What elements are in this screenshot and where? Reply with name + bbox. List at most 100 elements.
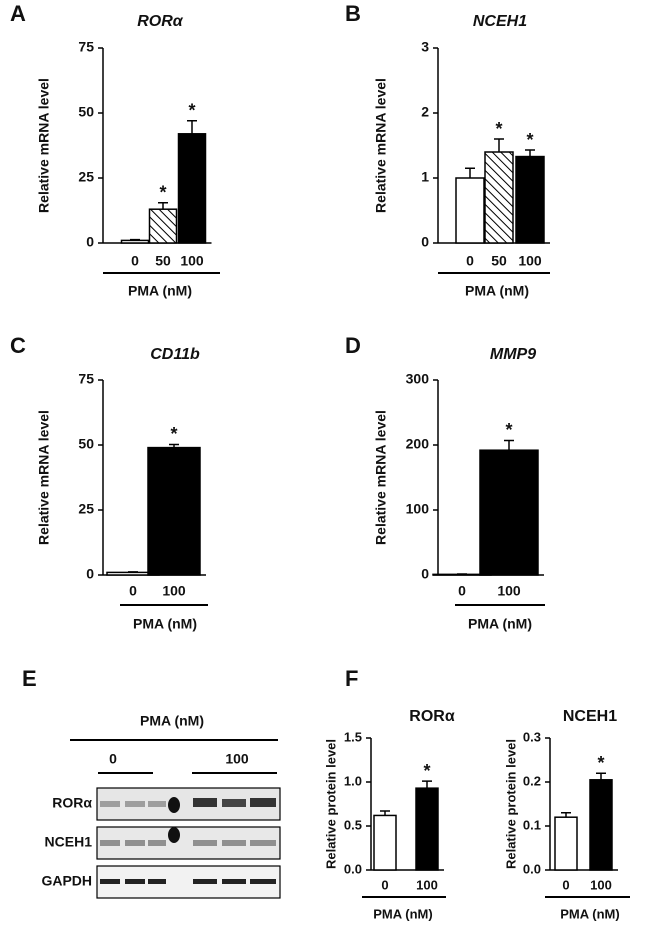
chart-title: RORα [137,13,184,30]
y-tick-label: 0 [86,234,94,250]
y-tick-label: 0.2 [523,773,541,788]
significance-mark: * [505,420,512,440]
panel-letter: A [10,1,26,26]
y-tick-label: 1 [421,169,429,185]
y-tick-label: 0 [421,234,429,250]
error-bar [504,439,514,451]
x-axis-label: PMA (nM) [133,616,197,632]
y-tick-label: 200 [406,436,430,452]
chart-title: NCEH1 [563,708,617,725]
y-tick-label: 50 [78,104,94,120]
chart-title: RORα [409,708,455,725]
chart-title: CD11b [150,346,200,363]
error-bar [128,571,138,573]
y-tick-label: 2 [421,104,429,120]
x-tick-label: 0 [381,877,388,892]
x-axis-label: PMA (nM) [465,283,529,299]
blot-row-label: RORα [52,795,92,811]
y-axis-label: Relative mRNA level [373,410,389,545]
y-tick-label: 0.1 [523,817,541,832]
treatment-label: PMA (nM) [140,713,204,729]
y-axis-label: Relative mRNA level [36,78,52,213]
x-tick-label: 100 [162,583,186,599]
x-tick-label: 50 [155,253,171,269]
bar [455,177,485,244]
error-bar [130,238,140,241]
y-tick-label: 75 [78,39,94,55]
y-tick-label: 0 [421,566,429,582]
panel-letter: D [345,333,361,358]
chart-title: MMP9 [490,346,536,363]
y-axis-label: Relative protein level [323,739,338,869]
error-bar [494,138,504,152]
error-bar [187,120,197,134]
error-bar [596,772,606,780]
blot-images [96,787,281,899]
blot-bands [100,797,276,884]
error-bar [525,149,535,157]
x-axis-label: PMA (nM) [468,616,532,632]
x-tick-label: 100 [518,253,542,269]
significance-mark: * [423,761,430,781]
dose-label: 0 [109,751,117,767]
y-tick-label: 50 [78,436,94,452]
y-tick-label: 0.0 [344,861,362,876]
y-tick-label: 1.5 [344,729,362,744]
x-tick-label: 100 [590,877,612,892]
bar [554,816,578,871]
error-bar [422,780,432,789]
blot-row-label: GAPDH [41,873,92,889]
x-tick-label: 0 [129,583,137,599]
y-tick-label: 25 [78,169,94,185]
y-tick-label: 0.3 [523,729,541,744]
error-bar [561,812,571,818]
x-tick-label: 0 [458,583,466,599]
x-tick-label: 0 [131,253,139,269]
blot-row-label: NCEH1 [45,834,93,850]
error-bar [169,443,179,448]
x-tick-label: 50 [491,253,507,269]
bar [148,208,178,244]
significance-mark: * [188,101,195,121]
x-tick-label: 100 [180,253,204,269]
significance-mark: * [597,753,604,773]
bar [415,787,439,871]
y-tick-label: 0.0 [523,861,541,876]
panel-letter: F [345,666,358,691]
y-axis-label: Relative mRNA level [373,78,389,213]
x-tick-label: 0 [466,253,474,269]
dose-label: 100 [225,751,249,767]
y-tick-label: 25 [78,501,94,517]
x-axis-label: PMA (nM) [128,283,192,299]
significance-mark: * [526,130,533,150]
bar [373,814,397,871]
y-axis-label: Relative mRNA level [36,410,52,545]
y-tick-label: 0.5 [344,817,362,832]
y-tick-label: 1.0 [344,773,362,788]
bar [147,446,201,576]
error-bar [465,167,475,178]
significance-mark: * [170,424,177,444]
y-tick-label: 100 [406,501,430,517]
x-axis-label: PMA (nM) [560,906,619,921]
x-tick-label: 0 [562,877,569,892]
bar [515,155,545,244]
y-tick-label: 75 [78,371,94,387]
panel-letter: E [22,666,37,691]
error-bar [158,201,168,210]
bar [177,133,207,244]
bar [479,449,539,576]
blot-panel: E PMA (nM) 0 100 RORα NCEH1 GAPDH [22,666,281,899]
bar [484,151,514,244]
chart-title: NCEH1 [473,13,527,30]
panel-letter: B [345,1,361,26]
bar [120,239,150,244]
x-axis-label: PMA (nM) [373,906,432,921]
y-tick-label: 0 [86,566,94,582]
x-tick-label: 100 [497,583,521,599]
significance-mark: * [495,119,502,139]
y-tick-label: 3 [421,39,429,55]
error-bar [380,810,390,816]
panel-letter: C [10,333,26,358]
